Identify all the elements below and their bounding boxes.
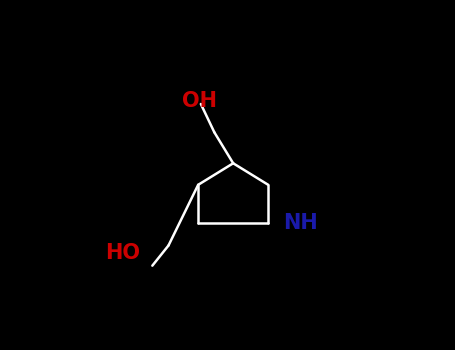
Text: OH: OH	[182, 91, 217, 111]
Text: NH: NH	[283, 212, 318, 232]
Text: HO: HO	[105, 243, 140, 263]
